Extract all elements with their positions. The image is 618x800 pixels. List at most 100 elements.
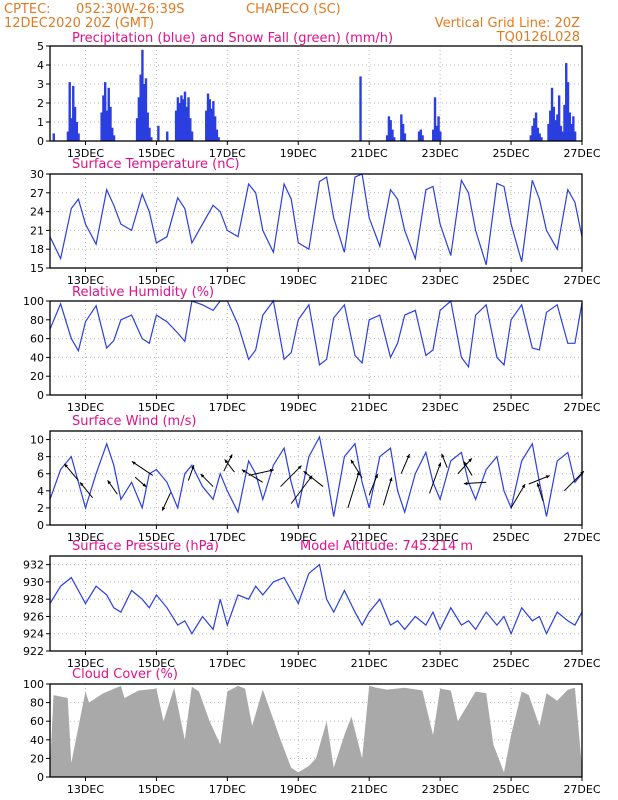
precipitation-xtick-label: 19DEC	[280, 147, 317, 160]
humidity-xtick-label: 17DEC	[209, 401, 246, 414]
precipitation-ytick-label: 1	[37, 116, 44, 129]
wind-arrow-head	[200, 473, 205, 478]
humidity-xtick-label: 25DEC	[493, 401, 530, 414]
precip-bar	[417, 131, 421, 141]
precip-bar	[536, 127, 540, 141]
cloud-cover-xtick-label: 27DEC	[563, 783, 600, 796]
precip-bar	[144, 78, 148, 141]
temperature-xtick-label: 19DEC	[280, 274, 317, 287]
precipitation-ytick-label: 0	[37, 135, 44, 148]
precip-bar	[157, 125, 160, 141]
precip-bar	[572, 116, 575, 141]
precip-bar	[182, 99, 185, 141]
wind-arrow	[510, 483, 526, 509]
cloud-cover-xtick-label: 15DEC	[138, 783, 175, 796]
precip-bar	[52, 133, 55, 141]
pressure-xtick-label: 23DEC	[422, 657, 459, 670]
wind-arrow-head	[374, 474, 378, 479]
wind-arrow	[429, 462, 442, 494]
precipitation-title: Precipitation (blue) and Snow Fall (gree…	[72, 31, 393, 46]
cloud-cover-xtick-label: 25DEC	[493, 783, 530, 796]
pressure-ytick-label: 926	[23, 610, 44, 623]
humidity-xtick-label: 27DEC	[563, 401, 600, 414]
precip-bar	[111, 127, 114, 141]
humidity-ytick-label: 100	[23, 295, 44, 308]
pressure-ytick-label: 928	[23, 593, 44, 606]
wind-arrow-head	[521, 484, 526, 489]
pressure-xtick-label: 15DEC	[138, 657, 175, 670]
wind-xtick-label: 27DEC	[563, 531, 600, 544]
precip-bar	[112, 135, 116, 141]
precip-bar	[105, 110, 109, 141]
wind-arrow-head	[191, 465, 195, 470]
wind-xtick-label: 15DEC	[138, 531, 175, 544]
precip-bar	[107, 87, 110, 141]
cloud-area	[50, 685, 582, 777]
temperature-line	[49, 173, 583, 266]
wind-arrow-head	[269, 468, 274, 473]
temperature-ytick-label: 21	[30, 224, 44, 237]
header-coords: 052:30W-26:39S	[76, 2, 184, 17]
humidity-title: Relative Humidity (%)	[72, 285, 214, 300]
precip-bar	[540, 137, 543, 141]
wind-arrow-head	[463, 461, 467, 466]
precip-bar	[538, 133, 541, 141]
temperature-panel: Surface Temperature (nC) 15 18 21 24 27 30 13DE…	[30, 157, 601, 287]
pressure-annotation: Model Altitude: 745.214 m	[300, 539, 473, 554]
cloud-cover-xtick-label: 19DEC	[280, 783, 317, 796]
wind-arrow-head	[241, 469, 246, 473]
precip-bar	[190, 131, 194, 141]
precip-bar	[566, 82, 570, 141]
pressure-xtick-label: 27DEC	[563, 657, 600, 670]
temperature-xtick-label: 13DEC	[67, 274, 104, 287]
wind-xtick-label: 19DEC	[280, 531, 317, 544]
cloud-cover-frame	[49, 683, 583, 778]
precip-bar	[208, 99, 211, 141]
precip-bar	[183, 91, 187, 141]
wind-arrow	[382, 477, 393, 506]
wind-xtick-label: 17DEC	[209, 531, 246, 544]
precip-bar	[547, 123, 550, 141]
precip-bar	[565, 63, 568, 141]
precip-bar	[435, 125, 438, 141]
precip-bar	[403, 133, 407, 141]
pressure-xtick-label: 25DEC	[493, 657, 530, 670]
header-station: CHAPECO (SC)	[246, 2, 341, 17]
precip-bar	[552, 106, 556, 141]
temperature-xtick-label: 21DEC	[351, 274, 388, 287]
precip-bar	[141, 49, 144, 141]
precip-bar	[109, 106, 112, 141]
wind-arrow-head	[80, 482, 84, 487]
humidity-xtick-label: 19DEC	[280, 401, 317, 414]
wind-arrow-head	[441, 453, 445, 458]
precip-bar	[437, 116, 440, 141]
pressure-ytick-label: 932	[23, 559, 44, 572]
precip-bar	[391, 129, 394, 141]
wind-arrow-head	[107, 480, 112, 485]
wind-arrow-head	[308, 475, 313, 480]
wind-ytick-label: 8	[37, 451, 44, 464]
humidity-xtick-label: 15DEC	[138, 401, 175, 414]
precip-bar	[73, 106, 77, 141]
precip-bar	[178, 103, 181, 141]
pressure-ytick-label: 930	[23, 576, 44, 589]
wind-arrow	[248, 469, 274, 476]
precip-bar	[102, 95, 105, 141]
temperature-xtick-label: 27DEC	[563, 274, 600, 287]
temperature-xtick-label: 17DEC	[209, 274, 246, 287]
temperature-frame	[49, 173, 583, 269]
pressure-frame	[49, 555, 583, 652]
wind-arrow-head	[229, 454, 233, 459]
temperature-ytick-label: 27	[30, 187, 44, 200]
temperature-ytick-label: 18	[30, 243, 44, 256]
cloud-cover-xtick-label: 23DEC	[422, 783, 459, 796]
precipitation-frame	[49, 45, 583, 142]
wind-ytick-label: 2	[37, 502, 44, 515]
wind-ytick-label: 10	[30, 434, 44, 447]
precip-bar	[359, 76, 362, 141]
wind-arrow-head	[131, 461, 136, 465]
wind-arrow-head	[142, 483, 147, 487]
cloud-cover-ytick-label: 100	[23, 678, 44, 691]
precip-bar	[401, 123, 405, 141]
humidity-ytick-label: 40	[30, 351, 44, 364]
